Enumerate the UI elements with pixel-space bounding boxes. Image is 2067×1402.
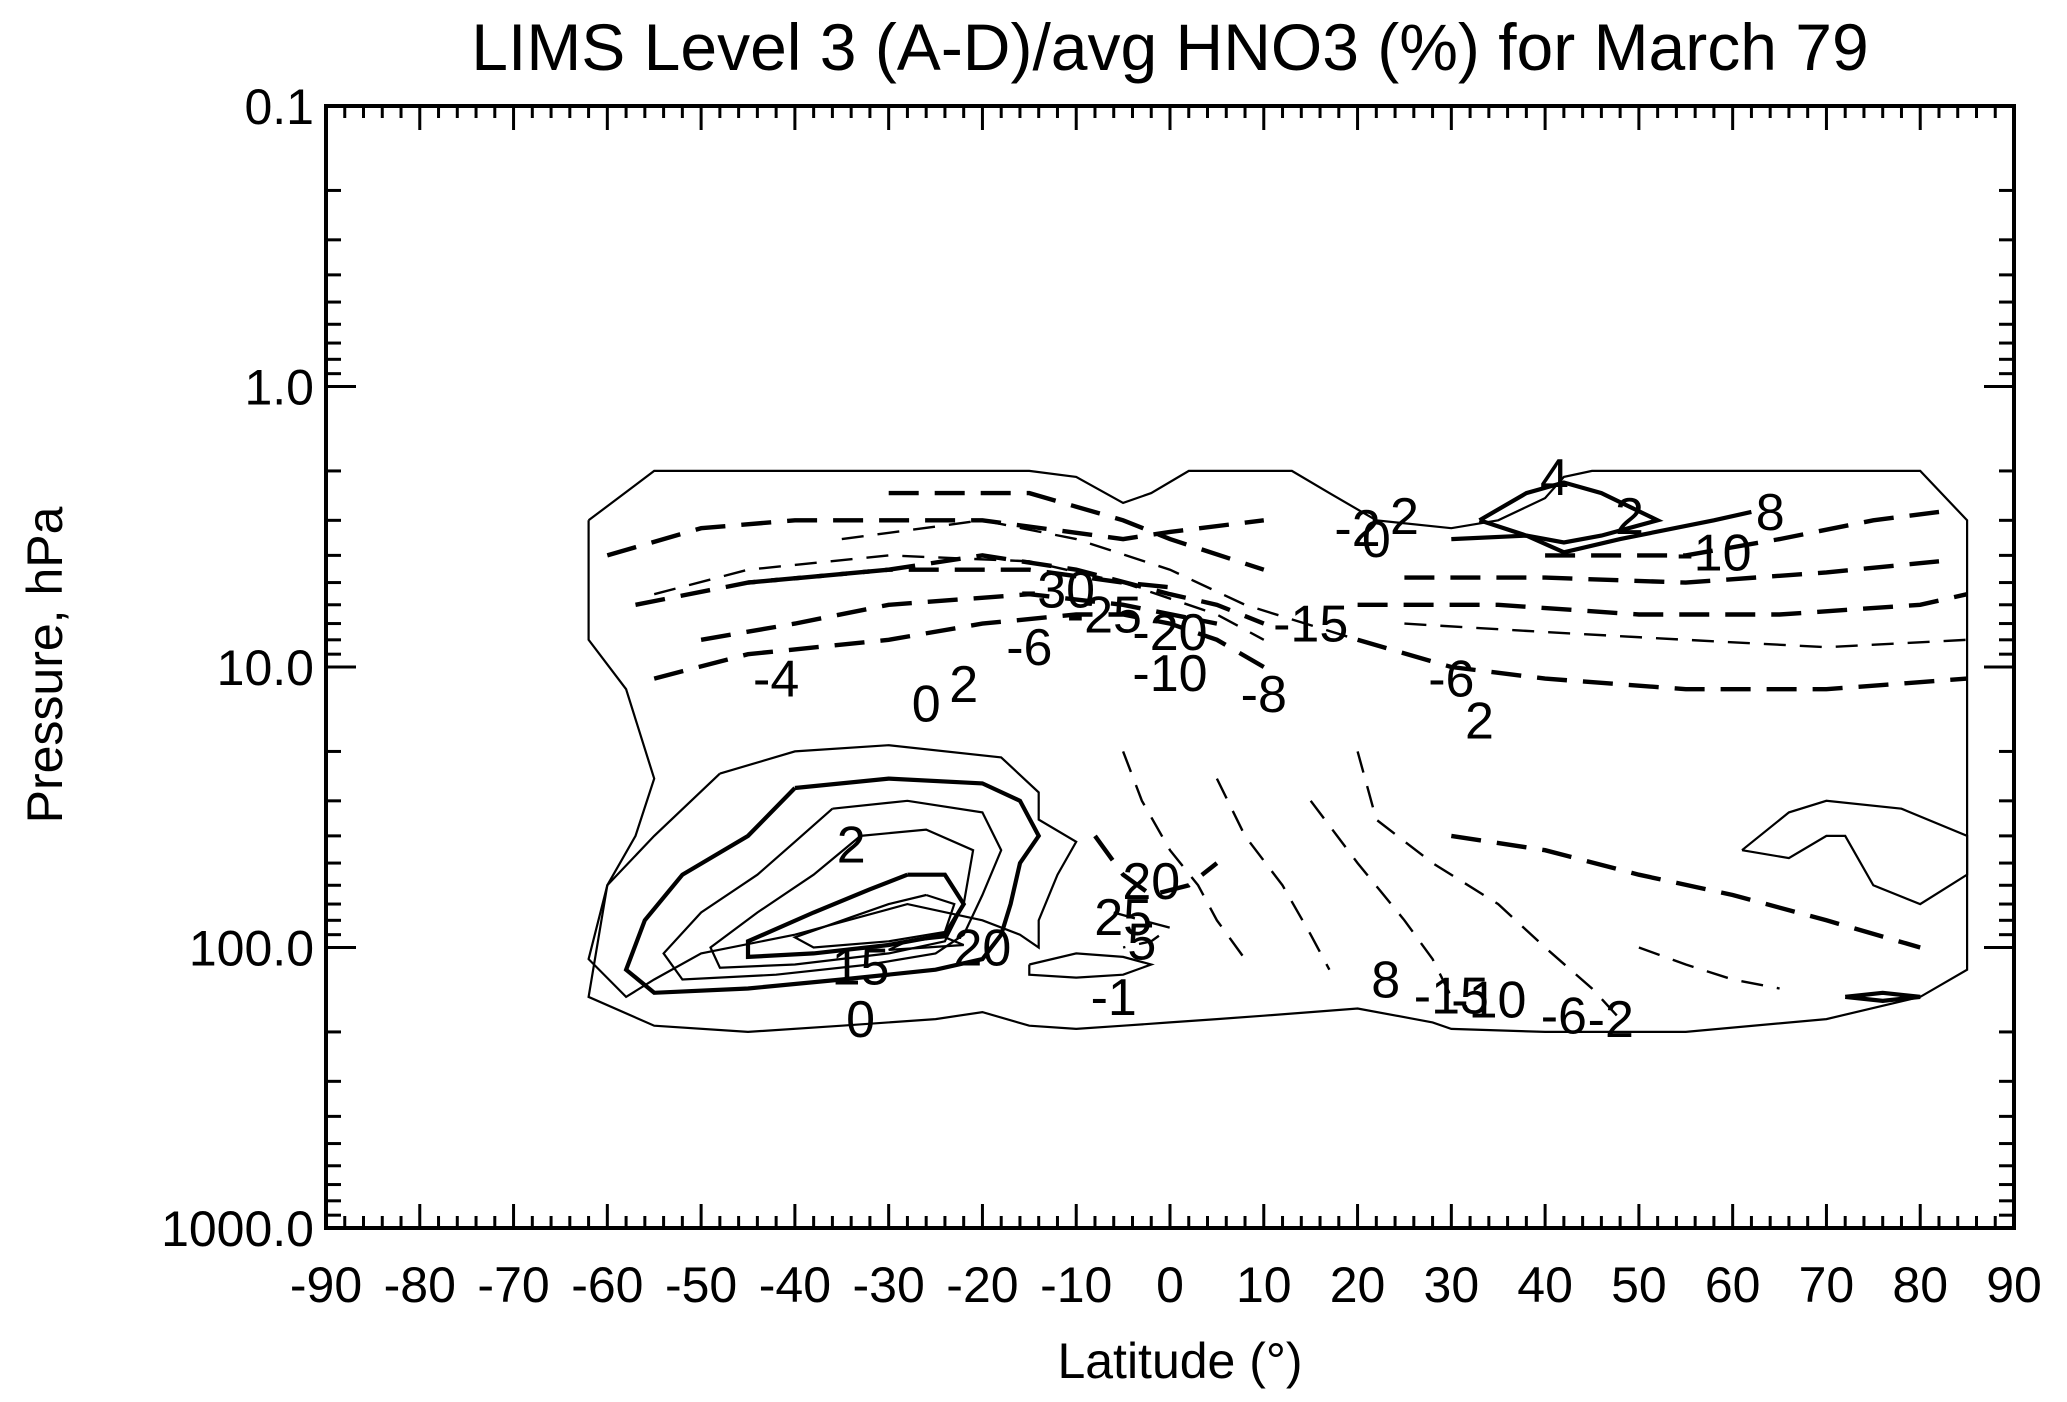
contour-line bbox=[709, 828, 975, 969]
contour-line bbox=[635, 567, 1171, 607]
contour-label: -2 bbox=[1334, 500, 1380, 558]
contour-label: -8 bbox=[1241, 666, 1287, 724]
contour-line bbox=[1357, 592, 1968, 617]
contour-line bbox=[792, 893, 956, 949]
contour-label: -1 bbox=[1091, 969, 1137, 1027]
contour-label: -20 bbox=[1132, 604, 1207, 662]
contour-label: 20 bbox=[1122, 853, 1180, 911]
contour-line bbox=[1215, 778, 1331, 971]
contour-label: 25 bbox=[1094, 889, 1152, 947]
contour-line bbox=[623, 776, 1042, 995]
contour-label: -2 bbox=[1588, 991, 1634, 1049]
contour-label: 4 bbox=[1540, 449, 1569, 507]
contour-label: 20 bbox=[954, 920, 1012, 978]
y-tick-label: 100.0 bbox=[189, 921, 314, 977]
x-tick-label: 10 bbox=[1236, 1257, 1292, 1313]
contour-line bbox=[1309, 800, 1453, 998]
contour-label: 2 bbox=[1465, 692, 1494, 750]
contour-line bbox=[1121, 750, 1246, 960]
contour-label: -15 bbox=[1273, 596, 1348, 654]
contour-label: -6 bbox=[1428, 651, 1474, 709]
contour-label: 8 bbox=[1756, 484, 1785, 542]
contour-line bbox=[700, 591, 1218, 642]
contour-label: 15 bbox=[832, 939, 890, 997]
contour-line bbox=[662, 799, 1003, 981]
contour-line bbox=[1450, 833, 1921, 950]
contour-label: -10 bbox=[1132, 645, 1207, 703]
contour-line bbox=[1404, 622, 1968, 649]
x-tick-label: -20 bbox=[946, 1257, 1018, 1313]
x-tick-label: 20 bbox=[1330, 1257, 1386, 1313]
x-tick-label: -90 bbox=[290, 1257, 362, 1313]
contour-line bbox=[888, 490, 1265, 572]
contour-line bbox=[841, 519, 1358, 641]
contour-label: -6 bbox=[1006, 619, 1052, 677]
contour-line bbox=[1844, 990, 1921, 1004]
contour-label: 8 bbox=[1371, 951, 1400, 1009]
contour-line bbox=[1478, 480, 1664, 545]
x-tick-label: -60 bbox=[571, 1257, 643, 1313]
contour-line bbox=[1404, 559, 1940, 585]
contour-line bbox=[1638, 946, 1780, 990]
contour-label: 2 bbox=[1390, 488, 1419, 546]
x-tick-label: 60 bbox=[1705, 1257, 1761, 1313]
contour-label-layer: 2-4 0 2-6-30-25-20-10-15-8 -62-2 2042-108202… bbox=[753, 449, 1785, 1049]
x-tick-label: 0 bbox=[1156, 1257, 1184, 1313]
y-tick-label: 0.1 bbox=[244, 79, 314, 135]
contour-line bbox=[888, 936, 965, 951]
axis-ticks: -90 -80 -70 -60 -50 -40 -30 -20 -10 0 10 20 30 40 50 60… bbox=[161, 79, 2042, 1313]
contour-label: 2 bbox=[1615, 488, 1644, 546]
contour-line bbox=[1028, 952, 1155, 979]
plot-frame bbox=[324, 104, 2016, 1230]
contour-line bbox=[653, 612, 1265, 681]
contour-label: -10 bbox=[1676, 524, 1751, 582]
contour-line bbox=[1545, 509, 1940, 558]
contour-line bbox=[1451, 509, 1752, 555]
contour-label: -6 bbox=[1541, 988, 1587, 1046]
contour-label: -4 bbox=[753, 651, 799, 709]
x-tick-label: -10 bbox=[1040, 1257, 1112, 1313]
x-tick-label: -70 bbox=[477, 1257, 549, 1313]
contour-label: 0 bbox=[1362, 511, 1391, 569]
contour-line bbox=[587, 469, 1969, 1034]
contour-layer bbox=[587, 469, 1969, 1034]
x-axis-label: Latitude (°) bbox=[1057, 1333, 1302, 1389]
x-tick-label: 30 bbox=[1424, 1257, 1480, 1313]
contour-label: 0 bbox=[912, 676, 941, 734]
contour-line bbox=[747, 553, 1265, 626]
contour-line bbox=[1356, 751, 1621, 1020]
contour-line bbox=[1113, 911, 1173, 949]
chart-title: LIMS Level 3 (A-D)/avg HNO3 (%) for Marc… bbox=[471, 10, 1868, 84]
contour-line bbox=[745, 872, 967, 960]
contour-label: -30 bbox=[1020, 562, 1095, 620]
x-tick-label: 80 bbox=[1892, 1257, 1948, 1313]
contour-label: 2 bbox=[837, 817, 866, 875]
contour-label: -10 bbox=[1451, 971, 1526, 1029]
contour-label: 0 bbox=[846, 991, 875, 1049]
x-tick-label: -80 bbox=[384, 1257, 456, 1313]
x-tick-label: 50 bbox=[1611, 1257, 1667, 1313]
contour-label: -25 bbox=[1067, 587, 1142, 645]
contour-line bbox=[1741, 799, 1969, 906]
contour-line bbox=[587, 744, 1078, 999]
contour-label: -15 bbox=[1414, 967, 1489, 1025]
x-tick-label: 70 bbox=[1799, 1257, 1855, 1313]
contour-line bbox=[606, 518, 1265, 558]
y-axis-label: Pressure, hPa bbox=[17, 506, 73, 823]
x-tick-label: -40 bbox=[759, 1257, 831, 1313]
contour-label: 5 bbox=[1127, 913, 1156, 971]
x-tick-label: -50 bbox=[665, 1257, 737, 1313]
x-tick-label: 40 bbox=[1517, 1257, 1573, 1313]
y-tick-label: 10.0 bbox=[217, 640, 314, 696]
y-tick-label: 1.0 bbox=[244, 360, 314, 416]
contour-label: 2 bbox=[949, 656, 978, 714]
y-tick-label: 1000.0 bbox=[161, 1201, 314, 1257]
x-tick-label: -30 bbox=[853, 1257, 925, 1313]
x-tick-label: 90 bbox=[1986, 1257, 2042, 1313]
